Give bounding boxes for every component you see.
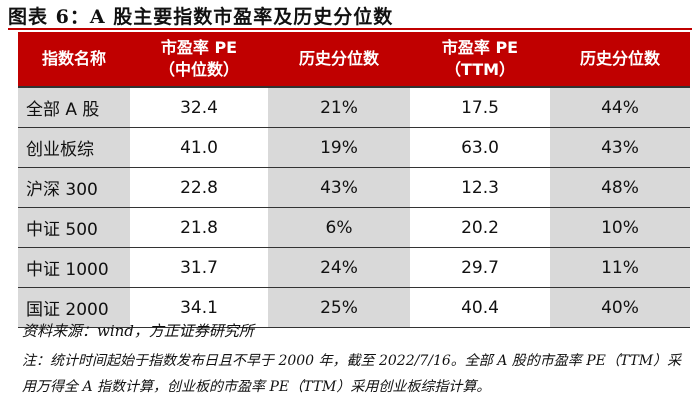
column-header: 历史分位数 [550, 32, 690, 88]
cell: 40.4 [410, 287, 550, 328]
table-row: 创业板综 41.0 19% 63.0 43% [18, 127, 690, 168]
index-name: 中证 1000 [18, 247, 130, 288]
cell: 6% [268, 207, 410, 248]
header-row: 指数名称 市盈率 PE （中位数） 历史分位数 市盈率 PE （TTM） 历史分位数 [18, 32, 690, 88]
cell: 10% [550, 207, 690, 248]
cell: 20.2 [410, 207, 550, 248]
table-body: 全部 A 股 32.4 21% 17.5 44% 创业板综 41.0 19% 63.0 43% 沪深… [18, 87, 690, 328]
cell: 44% [550, 87, 690, 128]
cell: 11% [550, 247, 690, 288]
column-header: 指数名称 [18, 32, 130, 88]
index-name: 创业板综 [18, 127, 130, 168]
title-rule [8, 28, 692, 30]
cell: 29.7 [410, 247, 550, 288]
index-name: 国证 2000 [18, 287, 130, 328]
column-header: 市盈率 PE （中位数） [130, 32, 268, 88]
table-row: 全部 A 股 32.4 21% 17.5 44% [18, 87, 690, 128]
index-name: 中证 500 [18, 207, 130, 248]
source: 资料来源：wind，方正证券研究所 [22, 322, 254, 340]
cell: 17.5 [410, 87, 550, 128]
cell: 34.1 [130, 287, 268, 328]
title: 图表 6：A 股主要指数市盈率及历史分位数 [8, 6, 394, 28]
table-row: 中证 500 21.8 6% 20.2 10% [18, 207, 690, 248]
table-row: 沪深 300 22.8 43% 12.3 48% [18, 167, 690, 208]
cell: 32.4 [130, 87, 268, 128]
cell: 63.0 [410, 127, 550, 168]
index-name: 沪深 300 [18, 167, 130, 208]
cell: 21.8 [130, 207, 268, 248]
cell: 24% [268, 247, 410, 288]
cell: 31.7 [130, 247, 268, 288]
cell: 19% [268, 127, 410, 168]
column-header: 市盈率 PE （TTM） [410, 32, 550, 88]
cell: 43% [550, 127, 690, 168]
table-row: 国证 2000 34.1 25% 40.4 40% [18, 287, 690, 328]
cell: 12.3 [410, 167, 550, 208]
note: 注：统计时间起始于指数发布日且不早于 2000 年，截至 2022/7/16。全… [22, 353, 682, 395]
cell: 25% [268, 287, 410, 328]
cell: 22.8 [130, 167, 268, 208]
table: 指数名称 市盈率 PE （中位数） 历史分位数 市盈率 PE （TTM） 历史分位数 全… [18, 32, 690, 328]
cell: 40% [550, 287, 690, 328]
table-row: 中证 1000 31.7 24% 29.7 11% [18, 247, 690, 288]
cell: 43% [268, 167, 410, 208]
column-header: 历史分位数 [268, 32, 410, 88]
index-name: 全部 A 股 [18, 87, 130, 128]
cell: 48% [550, 167, 690, 208]
cell: 41.0 [130, 127, 268, 168]
cell: 21% [268, 87, 410, 128]
